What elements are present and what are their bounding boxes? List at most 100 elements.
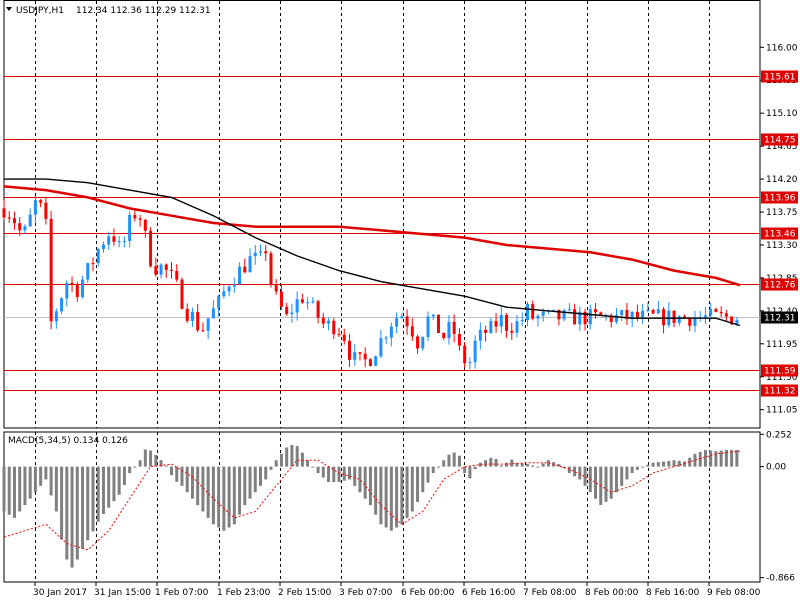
candle-up	[515, 321, 519, 333]
candle-down	[321, 317, 325, 324]
candle-up	[33, 200, 37, 215]
macd-bar	[259, 466, 263, 486]
macd-bar	[306, 460, 310, 467]
macd-bar	[170, 466, 174, 476]
macd-bar	[389, 466, 393, 531]
macd-bar	[646, 464, 650, 467]
x-tick-label: 1 Feb 07:00	[155, 588, 209, 598]
macd-bar	[248, 466, 252, 499]
macd-bar	[426, 466, 430, 483]
macd-bar	[541, 463, 545, 467]
macd-bar	[70, 466, 74, 568]
candle-up	[656, 309, 660, 314]
candle-up	[206, 318, 210, 331]
symbol-label: USDJPY,H1	[16, 6, 64, 16]
candle-up	[81, 279, 85, 297]
symbol-dropdown-icon[interactable]	[6, 7, 12, 11]
macd-bar	[473, 466, 477, 470]
current-price-label: 112.31	[764, 314, 796, 324]
level-tag	[761, 191, 798, 204]
candle-up	[238, 266, 242, 285]
candle-down	[463, 345, 467, 364]
candle-up	[421, 337, 425, 349]
macd-bar	[421, 466, 425, 493]
candle-down	[138, 218, 142, 220]
macd-bar	[327, 466, 331, 482]
macd-bar	[662, 461, 666, 467]
candle-down	[12, 218, 16, 224]
macd-bar	[128, 466, 132, 474]
macd-bar	[28, 466, 32, 499]
candle-up	[248, 256, 252, 273]
x-tick-label: 1 Feb 23:00	[217, 588, 271, 598]
candle-down	[332, 320, 336, 335]
macd-bar	[49, 466, 53, 496]
candle-down	[91, 263, 95, 265]
macd-bar	[436, 466, 440, 468]
macd-bar	[190, 466, 194, 499]
candle-down	[714, 308, 718, 312]
macd-bar	[274, 460, 278, 467]
macd-bar	[463, 466, 467, 474]
macd-bar	[91, 466, 95, 532]
candle-up	[478, 329, 482, 341]
candle-up	[159, 264, 163, 275]
macd-bar	[594, 466, 598, 499]
candle-up	[101, 244, 105, 250]
candle-up	[447, 321, 451, 339]
candle-up	[259, 251, 263, 253]
candle-down	[2, 208, 6, 218]
macd-bar	[698, 451, 702, 467]
macd-title: MACD(5,34,5) 0.134 0.126	[8, 436, 128, 446]
macd-bar	[520, 463, 524, 467]
candle-up	[578, 311, 582, 325]
macd-bar	[667, 460, 671, 467]
x-tick-label: 6 Feb 16:00	[462, 588, 516, 598]
macd-bar	[677, 460, 681, 467]
candle-down	[594, 309, 598, 313]
macd-bar	[175, 466, 179, 482]
candle-up	[735, 320, 739, 325]
candle-down	[688, 317, 692, 326]
x-tick-label: 31 Jan 15:00	[94, 588, 151, 598]
candle-up	[499, 315, 503, 327]
macd-bar	[651, 462, 655, 467]
macd-bar	[201, 466, 205, 512]
macd-bar	[567, 466, 571, 474]
macd-bar	[206, 466, 210, 518]
macd-y-tick-label: -0.866	[766, 574, 795, 584]
candle-up	[290, 312, 294, 315]
macd-bar	[442, 460, 446, 467]
macd-bar	[363, 466, 367, 499]
macd-bar	[452, 452, 456, 467]
candle-down	[672, 310, 676, 323]
macd-bar	[683, 461, 687, 467]
candle-down	[274, 284, 278, 292]
y-tick-label: 113.30	[766, 241, 798, 251]
candle-up	[379, 338, 383, 357]
macd-bar	[468, 466, 472, 479]
macd-bar	[604, 466, 608, 502]
macd-bar	[86, 466, 90, 541]
candle-down	[243, 266, 247, 273]
candle-down	[573, 309, 577, 325]
candle-down	[531, 304, 535, 319]
macd-bar	[44, 466, 48, 480]
macd-bar	[416, 466, 420, 502]
candle-up	[400, 316, 404, 319]
candle-down	[730, 316, 734, 325]
candle-up	[23, 226, 27, 231]
candle-up	[253, 252, 257, 257]
candle-down	[358, 352, 362, 354]
x-tick-label: 3 Feb 07:00	[339, 588, 393, 598]
macd-bar	[7, 466, 11, 515]
candle-up	[426, 316, 430, 338]
x-tick-label: 8 Feb 00:00	[585, 588, 639, 598]
macd-y-tick-label: 0.00	[766, 463, 786, 473]
candle-up	[620, 310, 624, 316]
macd-bar	[269, 466, 273, 470]
macd-bar	[384, 466, 388, 528]
candle-up	[327, 320, 331, 324]
macd-bar	[122, 466, 126, 486]
macd-bar	[478, 462, 482, 467]
